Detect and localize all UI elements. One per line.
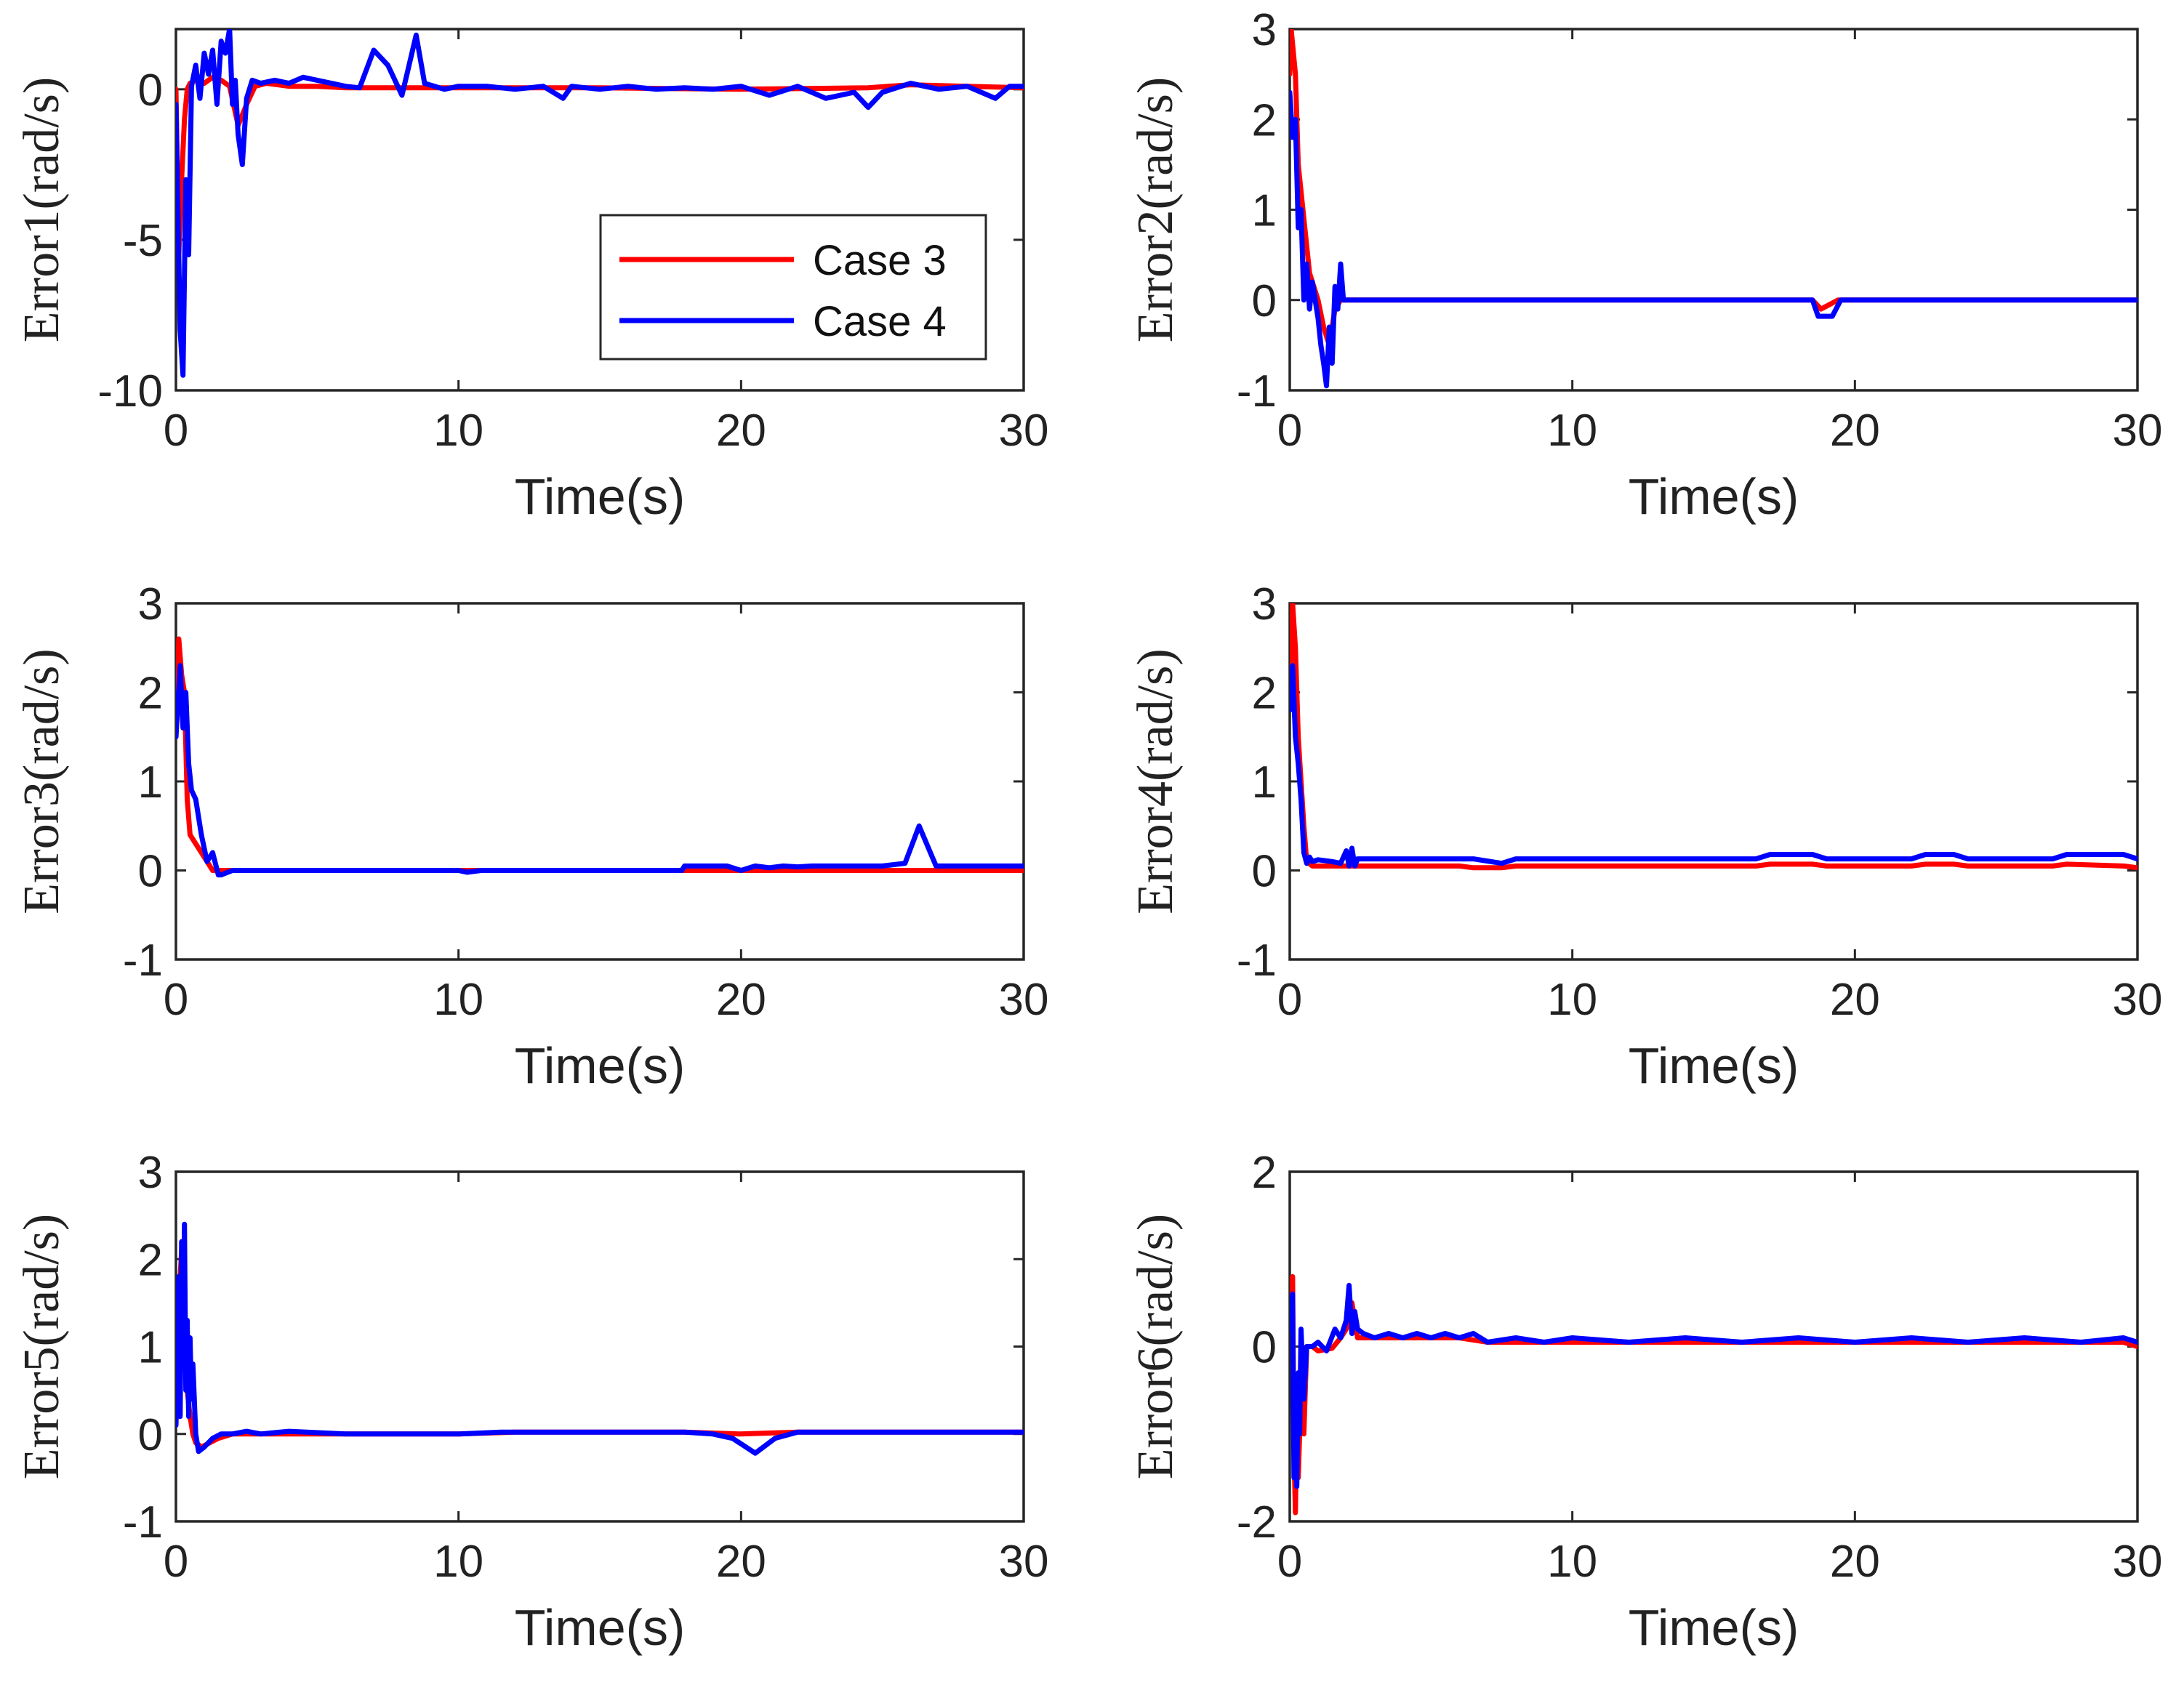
- x-axis-label: Time(s): [1629, 1599, 1799, 1656]
- y-tick-label: 2: [138, 1235, 163, 1285]
- y-tick-label: 0: [138, 847, 163, 897]
- y-tick-label: 2: [1252, 1148, 1277, 1198]
- y-tick-label: 1: [1252, 186, 1277, 236]
- x-axis-label: Time(s): [515, 468, 686, 525]
- y-tick-label: 1: [138, 757, 163, 808]
- x-tick-label: 0: [164, 975, 188, 1025]
- y-tick-label: 3: [1252, 579, 1277, 629]
- y-tick-label: 1: [1252, 757, 1277, 808]
- axes-box: [1288, 602, 2139, 961]
- y-tick-label: -2: [1237, 1497, 1277, 1548]
- y-axis-label: Error6(rad/s): [1128, 1214, 1184, 1479]
- y-tick-label: 2: [1252, 95, 1277, 145]
- y-axis-label: Error2(rad/s): [1128, 77, 1184, 342]
- axes-box: [174, 602, 1025, 961]
- y-axis-label: Error1(rad/s): [14, 77, 70, 342]
- x-tick-label: 20: [716, 1537, 766, 1587]
- y-tick-label: -1: [123, 1497, 163, 1548]
- y-tick-label: 2: [138, 669, 163, 719]
- x-tick-label: 0: [1277, 975, 1302, 1025]
- x-tick-label: 30: [2113, 406, 2163, 456]
- x-tick-label: 30: [999, 975, 1049, 1025]
- x-tick-label: 0: [164, 1537, 188, 1587]
- y-axis-label: Error5(rad/s): [14, 1214, 70, 1479]
- y-tick-label: 0: [1252, 1323, 1277, 1373]
- y-tick-label: 0: [138, 65, 163, 116]
- y-tick-label: 3: [138, 579, 163, 629]
- y-tick-label: -1: [123, 935, 163, 986]
- x-tick-label: 10: [433, 1537, 483, 1587]
- series-line-case-4: [1290, 1282, 2137, 1489]
- y-tick-label: 3: [1252, 5, 1277, 55]
- series-line-case-4: [176, 1221, 1024, 1456]
- x-tick-label: 20: [1830, 1537, 1880, 1587]
- y-tick-label: -5: [123, 216, 163, 266]
- x-tick-label: 10: [1547, 406, 1597, 456]
- x-tick-label: 20: [716, 406, 766, 456]
- x-tick-label: 30: [999, 1537, 1049, 1587]
- x-axis-label: Time(s): [1629, 468, 1799, 525]
- x-tick-label: 20: [716, 975, 766, 1025]
- x-tick-label: 10: [433, 406, 483, 456]
- series-line-case-4: [176, 29, 1024, 378]
- series-line-case-4: [1290, 89, 2137, 389]
- x-tick-label: 30: [999, 406, 1049, 456]
- legend-label-case-4: Case 4: [813, 298, 947, 345]
- y-tick-label: 1: [138, 1323, 163, 1373]
- x-tick-label: 30: [2113, 1537, 2163, 1587]
- y-tick-label: 2: [1252, 669, 1277, 719]
- x-axis-label: Time(s): [515, 1037, 686, 1094]
- y-tick-label: -10: [97, 366, 163, 417]
- x-tick-label: 20: [1830, 406, 1880, 456]
- y-tick-label: 0: [1252, 276, 1277, 326]
- x-tick-label: 10: [1547, 1537, 1597, 1587]
- x-tick-label: 10: [433, 975, 483, 1025]
- x-axis-label: Time(s): [1629, 1037, 1799, 1094]
- y-tick-label: 0: [138, 1410, 163, 1460]
- legend: Case 3 Case 4: [599, 214, 987, 361]
- legend-label-case-3: Case 3: [813, 237, 947, 284]
- x-tick-label: 10: [1547, 975, 1597, 1025]
- series-line-case-4: [1290, 663, 2137, 869]
- y-tick-label: -1: [1237, 935, 1277, 986]
- x-tick-label: 0: [1277, 406, 1302, 456]
- x-tick-label: 0: [164, 406, 188, 456]
- y-tick-label: -1: [1237, 366, 1277, 417]
- axes-box: [1288, 1170, 2139, 1523]
- y-tick-label: 3: [138, 1148, 163, 1198]
- x-axis-label: Time(s): [515, 1599, 686, 1656]
- y-tick-label: 0: [1252, 847, 1277, 897]
- x-tick-label: 0: [1277, 1537, 1302, 1587]
- x-tick-label: 20: [1830, 975, 1880, 1025]
- axes-box: [174, 1170, 1025, 1523]
- series-line-case-4: [176, 663, 1024, 878]
- y-axis-label: Error4(rad/s): [1128, 648, 1184, 914]
- legend-box: [599, 214, 987, 361]
- x-tick-label: 30: [2113, 975, 2163, 1025]
- y-axis-label: Error3(rad/s): [14, 648, 70, 914]
- axes-box: [1288, 28, 2139, 392]
